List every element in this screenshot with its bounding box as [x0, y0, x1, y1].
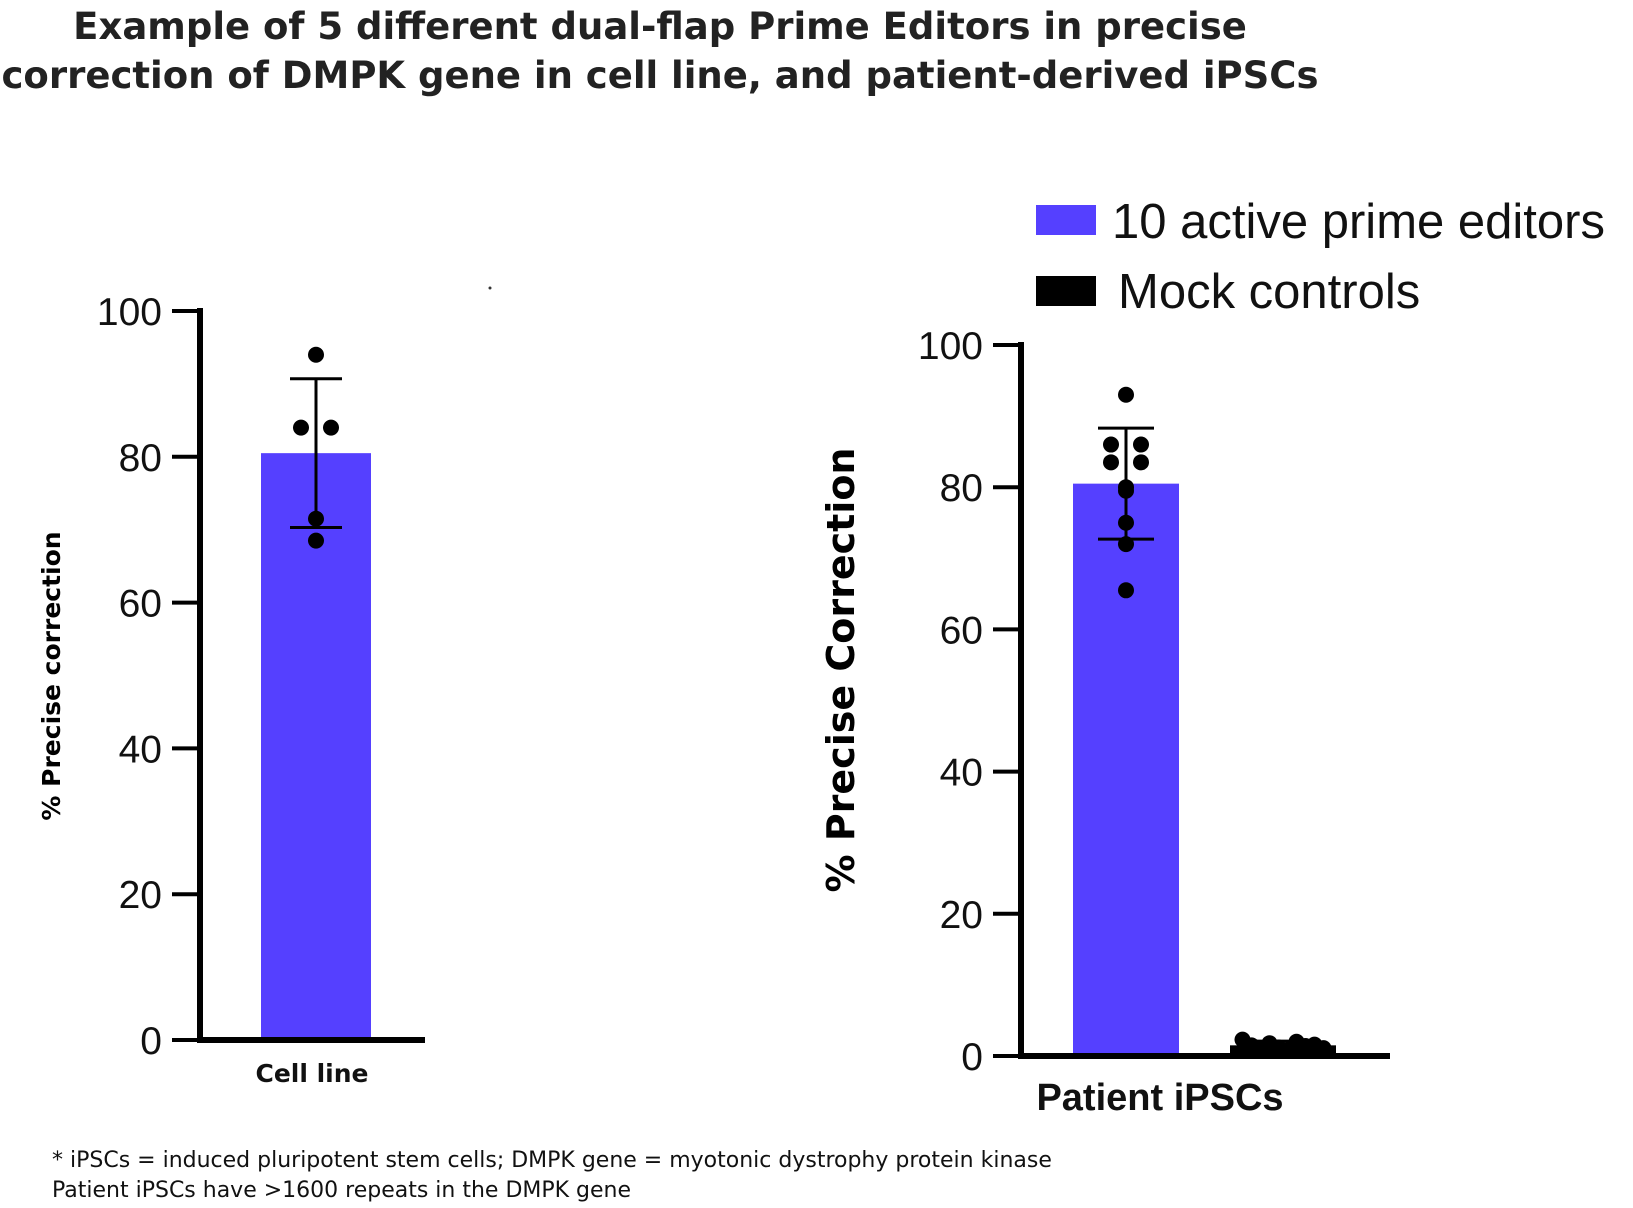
chart-panel-patient-ipscs: % Precise Correction 0 20 40 60 80 100 Patien…	[819, 195, 1605, 1119]
y-tick-label: 60	[119, 583, 162, 626]
y-axis-label: % Precise correction	[37, 531, 66, 820]
data-point	[1118, 582, 1134, 599]
legend-swatch-mock	[1036, 276, 1096, 306]
legend-label-active: 10 active prime editors	[1112, 195, 1605, 249]
y-tick-label: 100	[918, 325, 983, 368]
y-tick-label: 40	[940, 752, 983, 795]
legend-swatch-active	[1036, 205, 1096, 235]
data-point	[1133, 454, 1149, 471]
footnote-line: Patient iPSCs have >1600 repeats in the …	[52, 1178, 632, 1203]
figure-title: Example of 5 different dual-flap Prime E…	[1, 5, 1319, 97]
y-tick-label: 20	[940, 894, 983, 937]
data-point	[293, 419, 309, 436]
y-tick-label: 60	[940, 609, 983, 652]
y-tick-label: 0	[961, 1036, 983, 1079]
chart-panel-cell-line: % Precise correction 0 20 40 60 80 100 Cell l…	[37, 291, 425, 1088]
footnotes: * iPSCs = induced pluripotent stem cells…	[52, 1146, 1052, 1206]
bar-10-active-prime-editors	[1073, 483, 1179, 1056]
y-tick-label: 80	[940, 467, 983, 510]
data-point	[1103, 454, 1119, 471]
legend: 10 active prime editors Mock controls	[1036, 195, 1605, 319]
y-tick-label: 0	[140, 1020, 162, 1063]
data-point	[308, 532, 324, 549]
y-axis-label: % Precise Correction	[819, 448, 863, 893]
y-tick-label: 100	[97, 291, 162, 334]
data-point	[308, 346, 324, 363]
bar-10-active-prime-editors	[261, 453, 371, 1040]
data-point	[1315, 1040, 1332, 1057]
data-point	[1118, 482, 1134, 499]
data-point	[308, 510, 324, 527]
data-point	[1133, 436, 1149, 453]
stray-dot	[488, 286, 492, 290]
data-point	[1118, 386, 1134, 403]
y-tick-label: 20	[119, 874, 162, 917]
data-point	[323, 419, 339, 436]
data-point	[1103, 436, 1119, 453]
x-tick-label: Patient iPSCs	[1036, 1077, 1283, 1119]
x-tick-label: Cell line	[255, 1059, 368, 1088]
y-tick-label: 80	[119, 437, 162, 480]
y-tick-label: 40	[119, 728, 162, 771]
footnote-line: * iPSCs = induced pluripotent stem cells…	[52, 1148, 1052, 1173]
data-point	[1118, 536, 1134, 553]
data-point	[1118, 514, 1134, 531]
legend-label-mock: Mock controls	[1118, 265, 1420, 319]
